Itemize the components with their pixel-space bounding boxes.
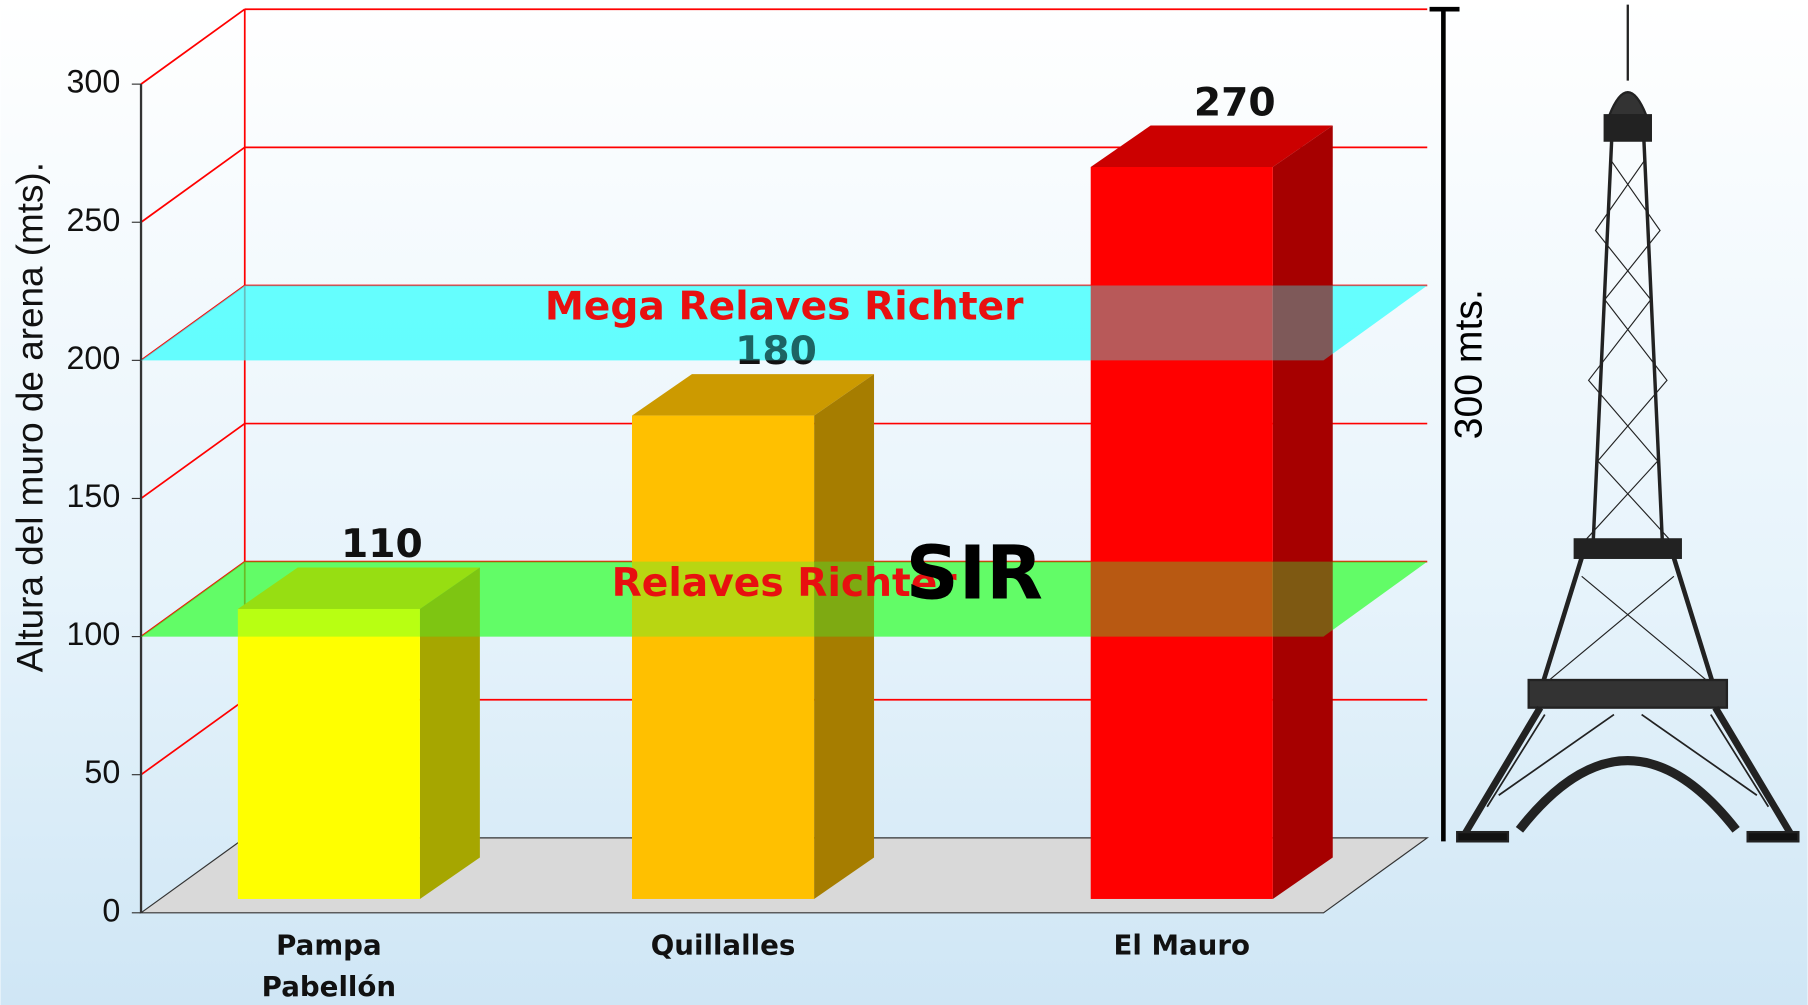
chart: 050100150200250300110Pampa Pabellón180Qu… bbox=[0, 0, 1808, 1005]
y-axis-label: Altura del muro de arena (mts). bbox=[9, 162, 50, 672]
band-label: Mega Relaves Richter bbox=[545, 285, 1024, 330]
center-label: SIR bbox=[906, 532, 1043, 617]
bar bbox=[632, 416, 814, 899]
y-tick-label: 200 bbox=[66, 340, 120, 376]
bar bbox=[1091, 167, 1273, 899]
y-tick-label: 150 bbox=[66, 478, 120, 514]
x-tick-label-box: El Mauro bbox=[1055, 924, 1309, 1005]
y-tick-label: 50 bbox=[84, 754, 120, 790]
x-tick-label-box: Pampa Pabellón bbox=[202, 924, 456, 1005]
y-tick-label: 250 bbox=[66, 202, 120, 238]
bar bbox=[238, 609, 420, 899]
value-label: 270 bbox=[1194, 80, 1276, 125]
x-tick-label-box: Quillalles bbox=[596, 924, 850, 1005]
y-tick-label: 0 bbox=[102, 892, 120, 928]
value-label: 110 bbox=[341, 522, 423, 567]
height-label: 300 mts. bbox=[1447, 289, 1490, 439]
y-tick-label: 300 bbox=[66, 64, 120, 100]
x-tick-label: El Mauro bbox=[1055, 924, 1309, 965]
y-tick-label: 100 bbox=[66, 616, 120, 652]
x-tick-label: Pampa Pabellón bbox=[254, 924, 404, 1005]
x-tick-label: Quillalles bbox=[596, 924, 850, 965]
bar-side bbox=[1273, 126, 1333, 899]
